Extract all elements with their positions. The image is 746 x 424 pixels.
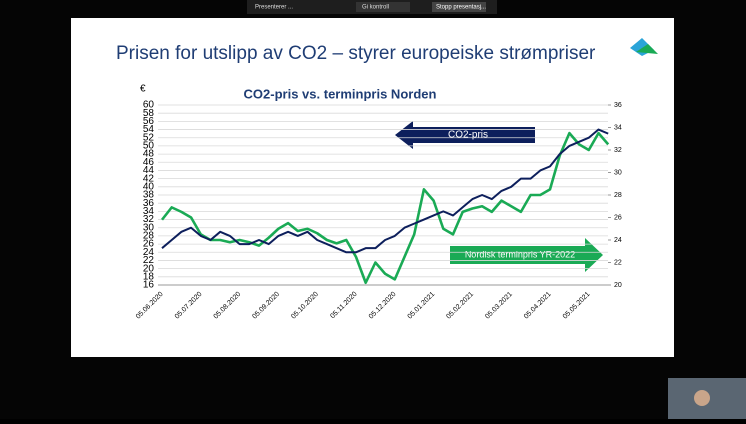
y2-tick-label: 24	[614, 237, 622, 244]
y-tick-label: 38	[143, 190, 155, 201]
y-tick-label: 56	[143, 116, 155, 127]
y-tick-label: 36	[143, 198, 155, 209]
logo	[636, 44, 658, 54]
y2-tick-label: 26	[614, 214, 622, 221]
control-button[interactable]	[356, 2, 410, 12]
y2-tick-label: 20	[614, 282, 622, 289]
y-tick-label: 48	[143, 149, 155, 160]
y-axis-label: €	[140, 84, 146, 95]
series-line	[161, 128, 609, 254]
annotation: Nordisk terminpris YR-2022	[465, 249, 575, 259]
y2-tick-label: 34	[614, 124, 622, 131]
slide	[71, 18, 674, 357]
y-tick-label: 34	[143, 206, 155, 217]
annotation: CO2-pris	[448, 130, 488, 141]
y-tick-label: 32	[143, 214, 155, 225]
y-tick-label: 44	[143, 165, 155, 176]
y2-tick-label: 22	[614, 259, 622, 266]
y-tick-label: 58	[143, 108, 155, 119]
y-tick-label: 28	[143, 231, 155, 242]
annotation-arrow	[450, 238, 603, 272]
y-tick-label: 60	[143, 100, 155, 111]
y-tick-label: 52	[143, 132, 155, 143]
y2-tick-label: 30	[614, 169, 622, 176]
annotation-arrow	[395, 121, 535, 149]
chart-title: CO2-pris vs. terminpris Norden	[244, 86, 437, 101]
y-tick-label: 16	[143, 280, 155, 291]
y-tick-label: 30	[143, 222, 155, 233]
y-tick-label: 54	[143, 124, 155, 135]
y-tick-label: 40	[143, 181, 155, 192]
y2-tick-label: 36	[614, 102, 622, 109]
presenting-label: Presenterer ...	[255, 5, 293, 11]
y2-tick-label: 32	[614, 147, 622, 154]
y-tick-label: 50	[143, 141, 155, 152]
slide-title: Prisen for utslipp av CO2 – styrer europ…	[116, 43, 596, 64]
y-tick-label: 24	[143, 247, 155, 258]
y-tick-label: 26	[143, 239, 155, 250]
control-label[interactable]: Gi kontroll	[362, 5, 389, 11]
y-tick-label: 20	[143, 263, 155, 274]
y-tick-label: 42	[143, 173, 155, 184]
stop-label[interactable]: Stopp presentasj...	[436, 5, 486, 11]
y2-tick-label: 28	[614, 192, 622, 199]
stop-button[interactable]	[432, 2, 486, 12]
y-tick-label: 46	[143, 157, 155, 168]
webcam-person	[694, 390, 710, 406]
y-tick-label: 22	[143, 255, 155, 266]
y-tick-label: 18	[143, 271, 155, 282]
